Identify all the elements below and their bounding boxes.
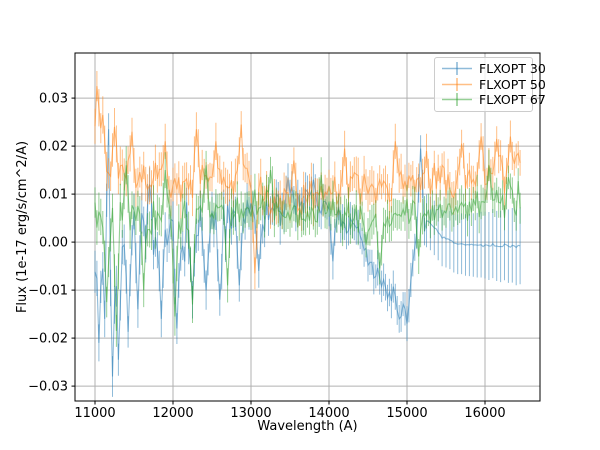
- line-flxopt-67: [94, 165, 521, 331]
- y-tick-label: −0.01: [28, 284, 68, 299]
- plot-border: [74, 52, 541, 402]
- y-tick-label: −0.03: [28, 380, 68, 395]
- errorbar-marker-icon: [442, 93, 472, 107]
- x-axis-label: Wavelength (A): [257, 419, 358, 434]
- legend-label: FLXOPT 67: [479, 92, 546, 108]
- legend-label: FLXOPT 30: [479, 61, 546, 77]
- y-tick-label: 0.03: [39, 92, 68, 107]
- x-tick-label: 11000: [74, 406, 115, 421]
- errorbar-marker-icon: [442, 62, 472, 76]
- y-axis-label: Flux (1e-17 erg/s/cm^2/A): [15, 140, 30, 314]
- legend-label: FLXOPT 50: [479, 76, 546, 92]
- x-tick-label: 16000: [464, 406, 505, 421]
- legend-entry: FLXOPT 67: [440, 92, 546, 108]
- y-tick-label: 0.01: [39, 188, 68, 203]
- errorbars-flxopt-30: [94, 113, 521, 397]
- y-tick-label: −0.02: [28, 332, 68, 347]
- errorbar-marker-icon: [442, 77, 472, 91]
- legend-entry: FLXOPT 30: [440, 61, 546, 77]
- legend: FLXOPT 30 FLXOPT 50 FLXOPT 67: [434, 57, 546, 112]
- legend-entry: FLXOPT 50: [440, 77, 546, 93]
- x-tick-label: 13000: [230, 406, 271, 421]
- y-tick-label: 0.00: [39, 236, 68, 251]
- x-tick-label: 14000: [308, 406, 349, 421]
- y-tick-label: 0.02: [39, 140, 68, 155]
- x-tick-label: 12000: [152, 406, 193, 421]
- line-flxopt-30: [94, 129, 521, 377]
- x-tick-label: 15000: [386, 406, 427, 421]
